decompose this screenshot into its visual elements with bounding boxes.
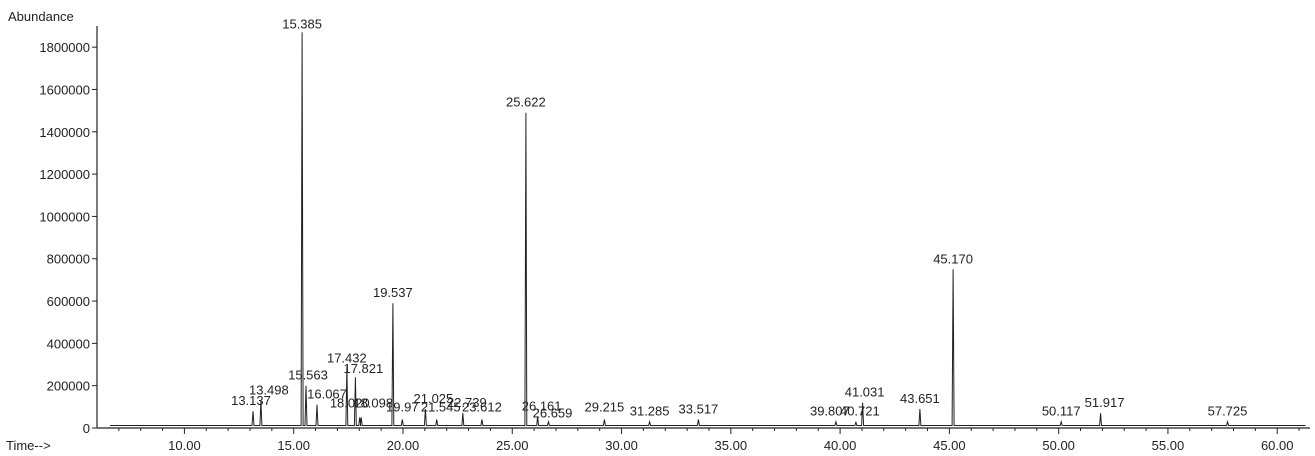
peak-label: 19.537 xyxy=(373,285,413,300)
y-tick-label: 0 xyxy=(83,421,90,436)
peak-label: 43.651 xyxy=(900,391,940,406)
x-tick-label: 40.00 xyxy=(824,438,857,453)
peak-label: 40.721 xyxy=(840,404,880,419)
peak-label: 18.020 xyxy=(330,395,370,410)
x-tick-label: 30.00 xyxy=(605,438,638,453)
x-tick-label: 50.00 xyxy=(1042,438,1075,453)
x-tick-label: 10.00 xyxy=(168,438,201,453)
peak-label: 15.385 xyxy=(282,16,322,31)
peak-label: 57.725 xyxy=(1208,404,1248,419)
peak-label: 19.97 xyxy=(386,400,419,415)
y-axis-title: Abundance xyxy=(8,9,74,24)
peak-label: 21.025 xyxy=(414,391,454,406)
peak-label: 41.031 xyxy=(845,385,885,400)
peak-label: 22.739 xyxy=(447,395,487,410)
peak-label: 50.117 xyxy=(1042,404,1081,419)
peak-label: 26.161 xyxy=(522,398,562,413)
peak-label: 13.137 xyxy=(231,393,271,408)
peak-label: 17.432 xyxy=(327,351,367,366)
y-tick-label: 800000 xyxy=(47,252,90,267)
peak-label: 33.517 xyxy=(679,402,719,417)
peak-label: 18.098 xyxy=(353,395,393,410)
chromatogram-trace xyxy=(110,32,1306,426)
y-tick-label: 1400000 xyxy=(39,125,90,140)
y-tick-label: 1000000 xyxy=(39,209,90,224)
y-tick-label: 400000 xyxy=(47,336,90,351)
x-tick-label: 25.00 xyxy=(496,438,529,453)
peak-label: 26.659 xyxy=(533,406,573,421)
x-tick-label: 35.00 xyxy=(715,438,748,453)
x-tick-label: 45.00 xyxy=(933,438,966,453)
x-tick-label: 15.00 xyxy=(277,438,310,453)
x-axis-ticks: 10.00 15.00 20.00 25.00 30.00 35.00 40.00 45.00… xyxy=(118,428,1300,453)
peak-label: 15.563 xyxy=(288,368,328,383)
peak-label: 23.612 xyxy=(462,400,502,415)
y-tick-label: 600000 xyxy=(47,294,90,309)
peak-label: 13.498 xyxy=(249,382,289,397)
y-tick-label: 1600000 xyxy=(39,82,90,97)
peak-label: 16.067 xyxy=(307,387,347,402)
x-tick-label: 60.00 xyxy=(1261,438,1294,453)
peak-label: 17.821 xyxy=(343,361,383,376)
y-axis-ticks: 0 200000 400000 600000 800000 1000000 1200000 1… xyxy=(39,40,97,436)
y-tick-label: 1200000 xyxy=(39,167,90,182)
x-tick-label: 20.00 xyxy=(387,438,420,453)
peak-label: 25.622 xyxy=(506,95,546,110)
x-tick-label: 55.00 xyxy=(1152,438,1185,453)
peak-label: 39.807 xyxy=(810,404,850,419)
peak-label: 31.285 xyxy=(630,404,670,419)
peak-label: 51.917 xyxy=(1085,395,1125,410)
peak-label: 29.215 xyxy=(585,400,625,415)
peak-label: 21.545 xyxy=(421,400,461,415)
y-tick-label: 1800000 xyxy=(39,40,90,55)
x-axis-title: Time--> xyxy=(6,438,51,453)
peak-label: 45.170 xyxy=(933,251,973,266)
y-tick-label: 200000 xyxy=(47,379,90,394)
